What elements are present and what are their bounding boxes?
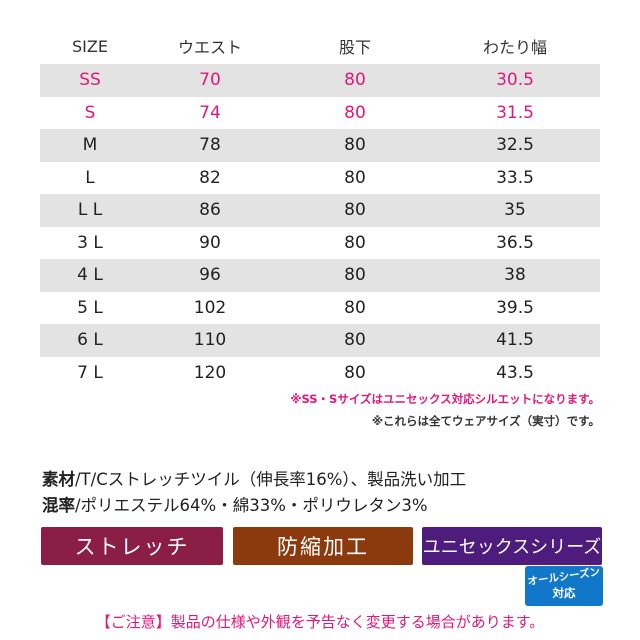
thigh-cell: 39.5 [496, 297, 534, 318]
table-row: SS 70 80 30.5 [40, 64, 600, 97]
table-row: 7 L 120 80 43.5 [40, 357, 600, 390]
table-header: SIZE ウエスト 股下 わたり幅 [40, 28, 600, 64]
table-row: L L 86 80 35 [40, 194, 600, 227]
size-cell: L [85, 167, 95, 188]
blend-spec: 混率/ポリエステル64%・綿33%・ポリウレタン3% [42, 492, 428, 516]
table-row: 5 L 102 80 39.5 [40, 292, 600, 325]
thigh-cell: 33.5 [496, 167, 534, 188]
waist-cell: 120 [193, 362, 227, 383]
thigh-cell: 35 [504, 200, 526, 221]
waist-cell: 70 [199, 70, 221, 91]
waist-cell: 110 [193, 330, 227, 351]
inseam-cell: 80 [344, 200, 366, 221]
caution-notice: 【ご注意】製品の仕様や外観を予告なく変更する場合があります。 [95, 613, 545, 631]
thigh-cell: 36.5 [496, 232, 534, 253]
table-row: M 78 80 32.5 [40, 129, 600, 162]
inseam-cell: 80 [344, 232, 366, 253]
blend-value: /ポリエステル64%・綿33%・ポリウレタン3% [75, 496, 428, 515]
thigh-cell: 30.5 [496, 70, 534, 91]
waist-cell: 96 [199, 265, 221, 286]
waist-cell: 86 [199, 200, 221, 221]
inseam-cell: 80 [344, 135, 366, 156]
table-row: 3 L 90 80 36.5 [40, 227, 600, 260]
size-cell: 4 L [77, 265, 103, 286]
size-cell: L L [77, 200, 103, 221]
unisex-note: ※SS・Sサイズはユニセックス対応シルエットになります。 [290, 392, 600, 406]
size-note: ※これらは全てウェアサイズ（実寸）です。 [371, 414, 600, 428]
waist-cell: 102 [193, 297, 227, 318]
waist-cell: 74 [199, 102, 221, 123]
thigh-cell: 31.5 [496, 102, 534, 123]
inseam-cell: 80 [344, 70, 366, 91]
header-waist: ウエスト [177, 38, 242, 57]
inseam-cell: 80 [344, 297, 366, 318]
inseam-cell: 80 [344, 362, 366, 383]
inseam-cell: 80 [344, 330, 366, 351]
header-size: SIZE [72, 36, 108, 56]
material-label: 素材 [42, 470, 75, 489]
table-row: S 74 80 31.5 [40, 97, 600, 130]
size-cell: 5 L [77, 297, 103, 318]
waist-cell: 82 [199, 167, 221, 188]
size-cell: SS [79, 70, 101, 91]
unisex-series-badge: ユニセックスシリーズ [422, 527, 602, 565]
header-thigh: わたり幅 [482, 38, 547, 57]
thigh-cell: 38 [504, 265, 526, 286]
table-row: L 82 80 33.5 [40, 162, 600, 195]
thigh-cell: 43.5 [496, 362, 534, 383]
season-support-label: 対応 [552, 585, 576, 600]
table-row: 4 L 96 80 38 [40, 259, 600, 292]
size-cell: 6 L [77, 330, 103, 351]
inseam-cell: 80 [344, 167, 366, 188]
inseam-cell: 80 [344, 102, 366, 123]
size-table: SIZE ウエスト 股下 わたり幅 SS 70 80 30.5 S 74 80 … [40, 28, 600, 389]
size-cell: 3 L [77, 232, 103, 253]
size-cell: 7 L [77, 362, 103, 383]
stretch-badge: ストレッチ [41, 527, 223, 565]
size-cell: M [82, 135, 98, 156]
table-row: 6 L 110 80 41.5 [40, 324, 600, 357]
waist-cell: 78 [199, 135, 221, 156]
thigh-cell: 32.5 [496, 135, 534, 156]
material-spec: 素材/T/Cストレッチツイル（伸長率16%）、製品洗い加工 [42, 466, 466, 490]
all-season-badge: オールシーズン 対応 [525, 566, 603, 606]
shrink-proof-badge: 防縮加工 [233, 527, 413, 565]
thigh-cell: 41.5 [496, 330, 534, 351]
blend-label: 混率 [42, 496, 75, 515]
header-inseam: 股下 [338, 38, 371, 57]
inseam-cell: 80 [344, 265, 366, 286]
size-cell: S [84, 102, 96, 123]
waist-cell: 90 [199, 232, 221, 253]
material-value: /T/Cストレッチツイル（伸長率16%）、製品洗い加工 [75, 470, 467, 489]
